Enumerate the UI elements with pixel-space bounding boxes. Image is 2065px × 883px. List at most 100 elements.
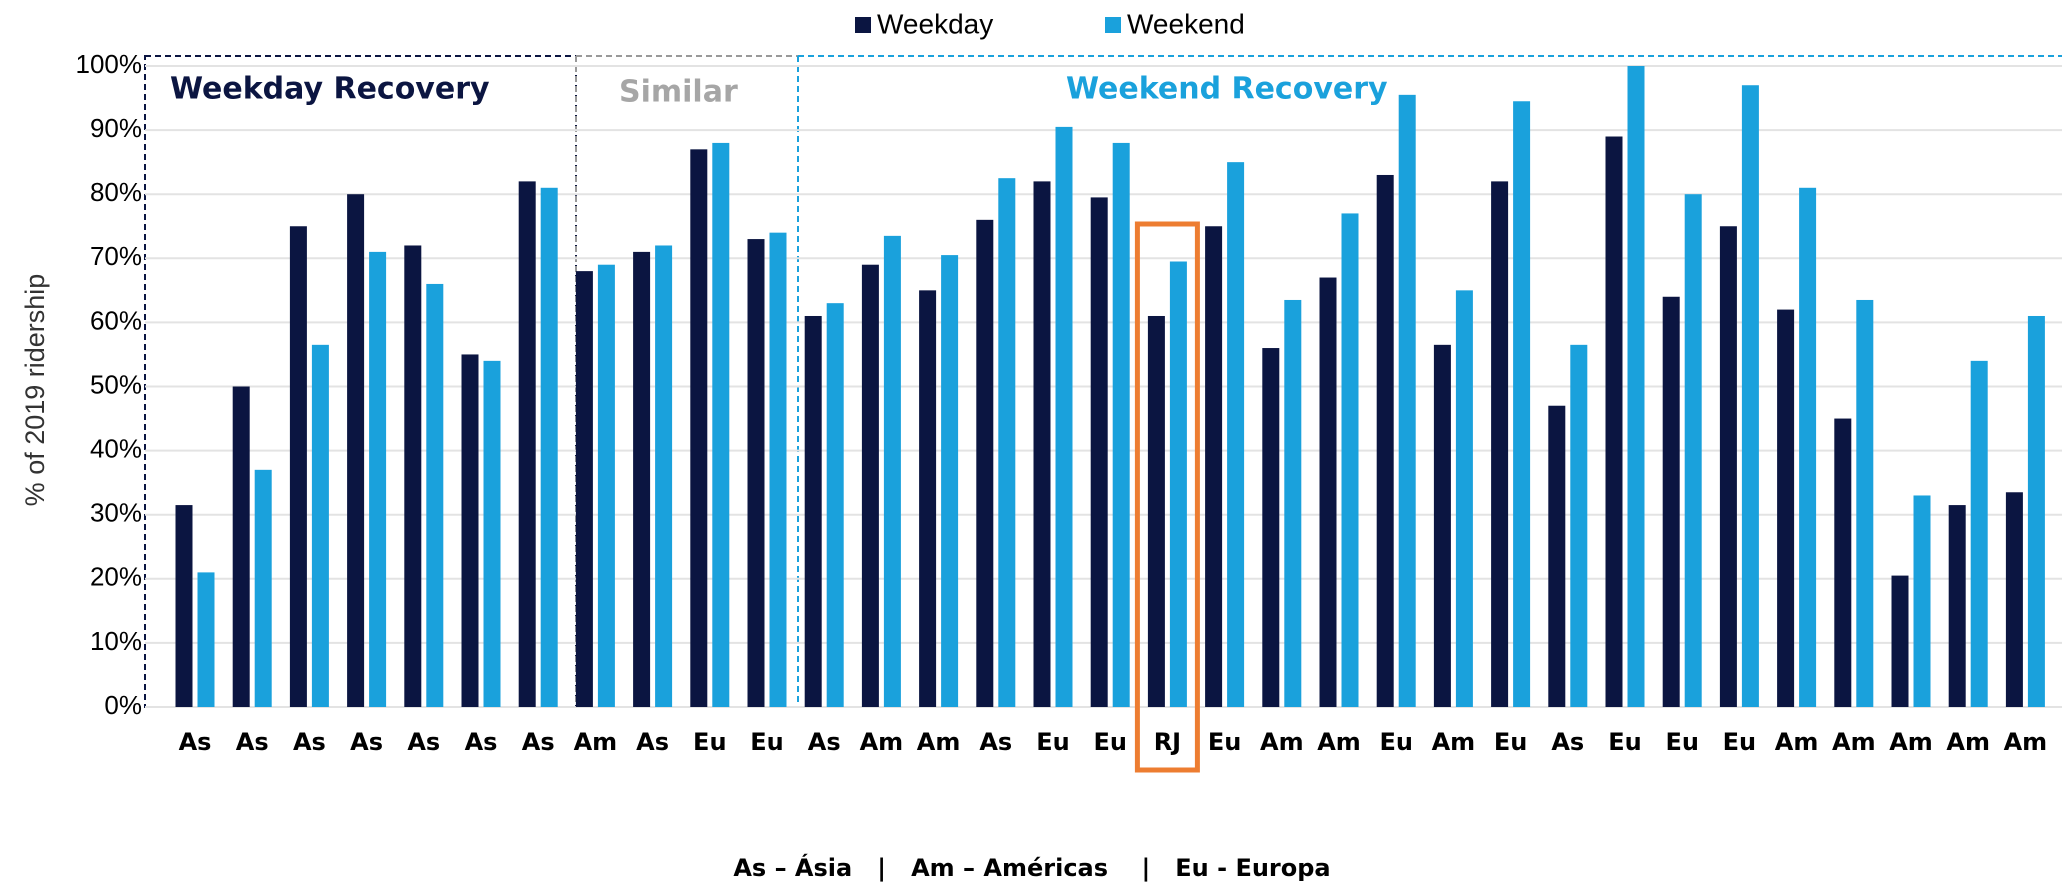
bar xyxy=(655,245,673,708)
x-tick-label: Am xyxy=(1317,728,1361,756)
bar xyxy=(1398,94,1416,708)
bar xyxy=(1913,495,1931,707)
x-tick-label: Am xyxy=(1432,728,1476,756)
bar xyxy=(1777,309,1795,707)
x-tick-label: As xyxy=(808,728,841,756)
annotation: Similar xyxy=(619,75,738,110)
y-tick-label: 30% xyxy=(90,498,142,528)
y-tick-label: 50% xyxy=(90,369,142,399)
bar xyxy=(1891,575,1909,707)
x-tick-label: RJ xyxy=(1154,728,1181,756)
bar xyxy=(712,142,730,708)
legend-label: Weekday xyxy=(877,8,993,39)
annotation: Weekday Recovery xyxy=(170,72,490,107)
x-tick-label: As xyxy=(522,728,555,756)
bar xyxy=(1147,315,1165,707)
bar xyxy=(690,149,708,707)
bar xyxy=(1684,194,1702,707)
x-tick-label: Eu xyxy=(1608,728,1641,756)
bar xyxy=(1548,405,1566,707)
bar xyxy=(2027,315,2045,707)
bar xyxy=(518,181,536,707)
x-tick-label: As xyxy=(293,728,326,756)
bar xyxy=(1662,296,1680,707)
bar xyxy=(861,264,879,707)
y-tick-label: 80% xyxy=(90,177,142,207)
legend-swatch xyxy=(1105,17,1121,33)
bar xyxy=(2005,492,2023,707)
x-tick-label: Am xyxy=(860,728,904,756)
bar xyxy=(1284,299,1302,707)
bar xyxy=(1627,66,1645,707)
bar xyxy=(540,187,558,708)
highlight-box xyxy=(1134,221,1200,773)
bar xyxy=(1433,344,1451,707)
x-tick-label: As xyxy=(1551,728,1584,756)
y-tick-label: 70% xyxy=(90,241,142,271)
bar xyxy=(483,360,501,707)
bar xyxy=(1319,277,1337,707)
bar xyxy=(1856,299,1874,707)
x-tick-label: As xyxy=(236,728,269,756)
y-tick-label: 100% xyxy=(76,49,143,79)
bar xyxy=(976,219,994,707)
bar xyxy=(404,245,422,708)
bar xyxy=(1341,213,1359,707)
bar xyxy=(1112,142,1130,708)
x-tick-label: Am xyxy=(574,728,618,756)
bar xyxy=(1970,360,1988,707)
x-tick-label: Eu xyxy=(1723,728,1756,756)
bar xyxy=(347,194,365,707)
y-tick-label: 40% xyxy=(90,433,142,463)
bar xyxy=(289,226,307,707)
x-tick-label: Am xyxy=(1889,728,1933,756)
x-tick-label: Eu xyxy=(1494,728,1527,756)
x-tick-label: Eu xyxy=(1036,728,1069,756)
x-tick-label: As xyxy=(179,728,212,756)
bar xyxy=(1834,418,1852,707)
weekday-section xyxy=(144,55,577,708)
x-tick-label: Am xyxy=(1832,728,1876,756)
bar xyxy=(1513,101,1531,707)
bar xyxy=(1719,226,1737,707)
x-tick-label: Eu xyxy=(1379,728,1412,756)
bar xyxy=(1455,290,1473,707)
bar xyxy=(747,239,765,707)
bar xyxy=(232,386,250,707)
bar xyxy=(1605,136,1623,707)
bar xyxy=(941,255,959,707)
bar xyxy=(369,251,387,707)
bar xyxy=(1055,126,1073,707)
bar xyxy=(1376,174,1394,708)
legend-label: Weekend xyxy=(1127,8,1245,39)
bar xyxy=(919,290,937,707)
y-tick-label: 10% xyxy=(90,626,142,656)
x-tick-label: Am xyxy=(1775,728,1819,756)
bar xyxy=(1948,505,1966,707)
bar xyxy=(1491,181,1509,707)
bar xyxy=(826,303,844,707)
bar xyxy=(1741,85,1759,708)
bar xyxy=(883,235,901,708)
y-axis-label: % of 2019 ridership xyxy=(20,274,50,507)
bar xyxy=(575,271,593,707)
x-tick-label: As xyxy=(979,728,1012,756)
bar xyxy=(1227,162,1245,707)
bar xyxy=(175,505,193,707)
bar xyxy=(1033,181,1051,707)
x-tick-label: Am xyxy=(917,728,961,756)
y-tick-label: 90% xyxy=(90,113,142,143)
bar xyxy=(426,283,444,707)
bar xyxy=(1205,226,1223,707)
x-tick-label: Am xyxy=(1260,728,1304,756)
bar xyxy=(254,469,272,707)
bar xyxy=(998,178,1016,708)
bar xyxy=(1090,197,1108,707)
bar xyxy=(1169,261,1187,707)
x-tick-label: Eu xyxy=(750,728,783,756)
bar xyxy=(633,251,651,707)
x-tick-label: As xyxy=(407,728,440,756)
annotation: Weekend Recovery xyxy=(1066,72,1388,107)
x-tick-label: As xyxy=(465,728,498,756)
bar xyxy=(311,344,329,707)
